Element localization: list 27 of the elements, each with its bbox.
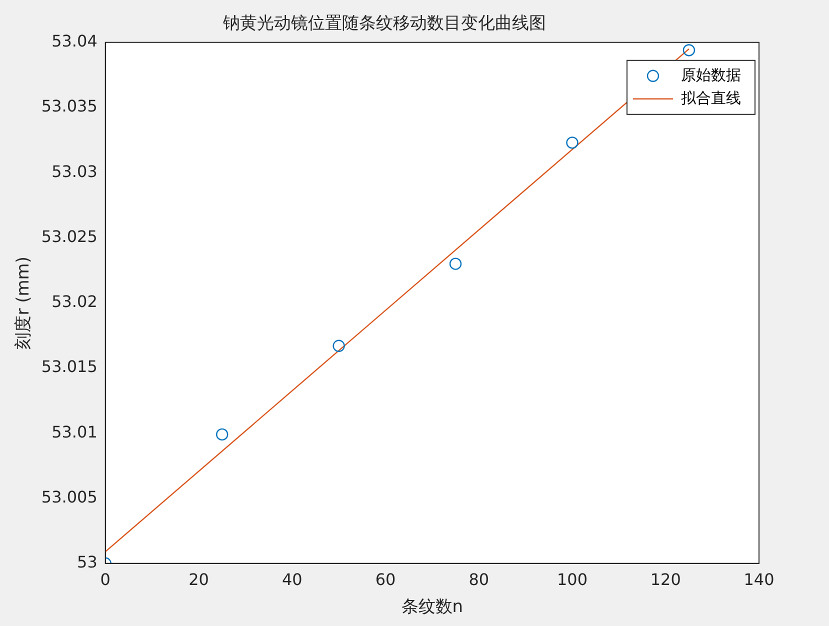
legend-label: 原始数据: [681, 66, 741, 84]
x-tick-label: 100: [556, 570, 588, 590]
x-tick-label: 80: [468, 570, 490, 590]
y-tick-label: 53.025: [41, 226, 98, 246]
y-tick-label: 53.03: [52, 162, 98, 181]
x-tick-label: 40: [282, 570, 302, 590]
point: [682, 44, 696, 56]
y-tick-label: 53.02: [52, 292, 98, 312]
y-tick-label: 53.005: [41, 487, 98, 506]
x-tick-label: 120: [650, 570, 681, 590]
legend-label: 拟合直线: [681, 88, 741, 107]
y-tick-label: 53.01: [52, 422, 98, 442]
x-tick-label: 140: [744, 570, 774, 590]
y-tick-label: 53.015: [41, 357, 98, 376]
point: [216, 428, 228, 441]
y-tick-label: 53.035: [41, 96, 98, 116]
point: [332, 340, 345, 352]
point: [566, 136, 578, 149]
chart-title: 钠黄光动镜位置随条纹移动数目变化曲线图: [222, 14, 546, 34]
point: [449, 258, 462, 270]
y-tick-label: 53.04: [52, 32, 98, 51]
x-tick-label: 0: [100, 570, 110, 590]
x-tick-label: 20: [188, 570, 209, 590]
y-axis-title: 刻度r (mm): [14, 256, 34, 350]
x-axis-title: 条纹数n: [401, 597, 464, 618]
y-tick-label: 53: [77, 552, 98, 572]
x-tick-label: 60: [375, 570, 396, 590]
